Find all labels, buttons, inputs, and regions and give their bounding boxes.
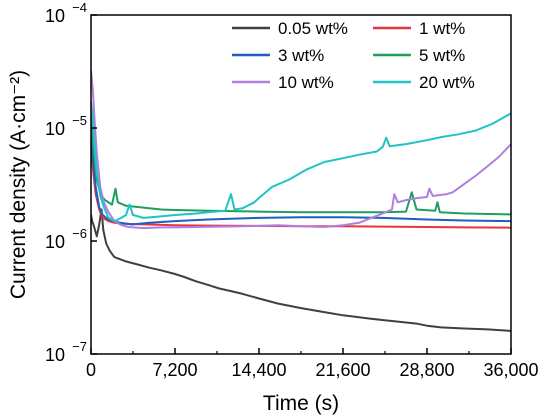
legend-label-4: 10 wt%: [278, 73, 334, 92]
legend: 0.05 wt% 1 wt% 3 wt% 5 wt% 10 wt% 20 wt%: [232, 19, 475, 92]
y-tick-label-3: 10: [45, 6, 65, 26]
x-tick-label-1: 7,200: [152, 360, 197, 380]
x-axis-title: Time (s): [263, 392, 339, 415]
series-line-2: [91, 132, 511, 226]
legend-label-2: 3 wt%: [278, 46, 324, 65]
y-tick-exponent-3: −4: [72, 0, 87, 15]
y-tick-label-1: 10: [45, 232, 65, 252]
x-tick-label-2: 14,400: [231, 360, 286, 380]
x-tick-label-4: 28,800: [399, 360, 454, 380]
legend-label-0: 0.05 wt%: [278, 19, 348, 38]
y-axis-title: Current density (A·cm⁻²): [7, 70, 30, 299]
y-axis: 10 −7 10 −6 10 −5 10 −4: [45, 0, 97, 365]
x-tick-label-5: 36,000: [483, 360, 538, 380]
series-layer: [91, 69, 511, 332]
y-tick-exponent-0: −7: [72, 339, 87, 354]
plot-frame: [90, 14, 512, 355]
legend-label-1: 1 wt%: [419, 19, 465, 38]
y-tick-label-0: 10: [45, 345, 65, 365]
series-line-4: [91, 69, 511, 230]
y-tick-exponent-2: −5: [72, 113, 87, 128]
legend-label-5: 20 wt%: [419, 73, 475, 92]
y-tick-exponent-1: −6: [72, 226, 87, 241]
x-axis: 0 7,200 14,400 21,600 28,800 36,000: [86, 348, 539, 380]
x-tick-label-3: 21,600: [315, 360, 370, 380]
y-tick-label-2: 10: [45, 119, 65, 139]
legend-label-3: 5 wt%: [419, 46, 465, 65]
series-line-3: [91, 114, 511, 216]
series-line-5: [91, 101, 511, 223]
x-tick-label-0: 0: [86, 360, 96, 380]
series-line-1: [91, 144, 511, 229]
series-line-0: [91, 208, 511, 332]
